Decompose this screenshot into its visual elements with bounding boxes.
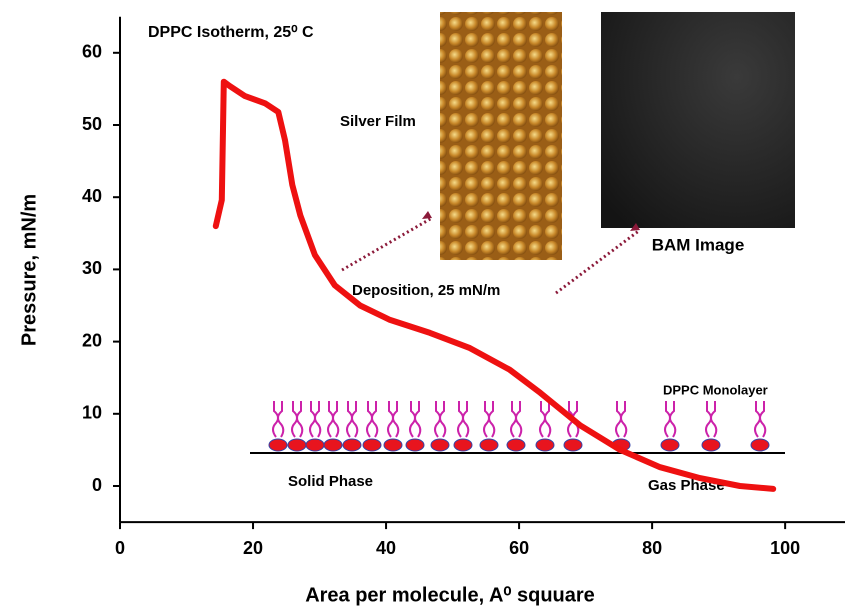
y-tick-label: 50: [82, 114, 102, 134]
x-tick-label: 0: [115, 538, 125, 558]
bam-image: [601, 12, 795, 228]
lipid-tail: [272, 401, 285, 438]
lipid-head: [535, 438, 555, 452]
lipid-head: [479, 438, 499, 452]
lipid-head: [453, 438, 473, 452]
arrow: [341, 216, 433, 272]
annotation: Silver Film: [340, 113, 416, 130]
lipid-head: [430, 438, 450, 452]
y-axis-label: Pressure, mN/m: [18, 194, 40, 346]
lipid-tail: [366, 401, 379, 438]
lipid-tail: [705, 401, 718, 438]
x-tick-label: 40: [376, 538, 396, 558]
lipid-head: [383, 438, 403, 452]
lipid-tail: [327, 401, 340, 438]
y-tick-label: 10: [82, 403, 102, 423]
lipid-tail: [387, 401, 400, 438]
x-tick-label: 60: [509, 538, 529, 558]
lipid-tail: [615, 401, 628, 438]
y-tick-label: 0: [92, 475, 102, 495]
lipid-head: [506, 438, 526, 452]
lipid-head: [305, 438, 325, 452]
lipid-head: [563, 438, 583, 452]
lipid-head: [268, 438, 288, 452]
x-tick-label: 100: [770, 538, 800, 558]
lipid-head: [342, 438, 362, 452]
isotherm-line: [212, 78, 777, 492]
annotation: DPPC Monolayer: [663, 382, 768, 397]
x-tick-label: 80: [642, 538, 662, 558]
silver-film-image: [440, 12, 562, 260]
x-tick-label: 20: [243, 538, 263, 558]
annotation: BAM Image: [652, 235, 745, 254]
lipid-tail: [539, 401, 552, 438]
lipid-tail: [483, 401, 496, 438]
lipid-head: [405, 438, 425, 452]
y-tick-label: 60: [82, 42, 102, 62]
annotation: Deposition, 25 mN/m: [352, 282, 500, 299]
lipid-tail: [434, 401, 447, 438]
lipid-tail: [291, 401, 304, 438]
lipid-head: [323, 438, 343, 452]
arrow-head: [422, 211, 432, 219]
y-tick-label: 30: [82, 258, 102, 278]
annotation: Solid Phase: [288, 473, 373, 490]
lipid-head: [701, 438, 721, 452]
lipid-head: [660, 438, 680, 452]
lipid-tail: [664, 401, 677, 438]
lipid-tail: [409, 401, 422, 438]
lipid-tail: [346, 401, 359, 438]
lipid-head: [750, 438, 770, 452]
lipid-tail: [754, 401, 767, 438]
monolayer-diagram: [268, 401, 770, 452]
arrow-head: [630, 223, 640, 231]
lipid-tail: [457, 401, 470, 438]
lipid-tail: [510, 401, 523, 438]
x-axis-label: Area per molecule, A⁰ squuare: [305, 584, 595, 606]
lipid-head: [287, 438, 307, 452]
lipid-head: [362, 438, 382, 452]
y-tick-label: 20: [82, 330, 102, 350]
y-tick-label: 40: [82, 186, 102, 206]
chart-title: DPPC Isotherm, 25⁰ C: [148, 24, 314, 41]
arrow: [555, 228, 641, 295]
lipid-tail: [309, 401, 322, 438]
